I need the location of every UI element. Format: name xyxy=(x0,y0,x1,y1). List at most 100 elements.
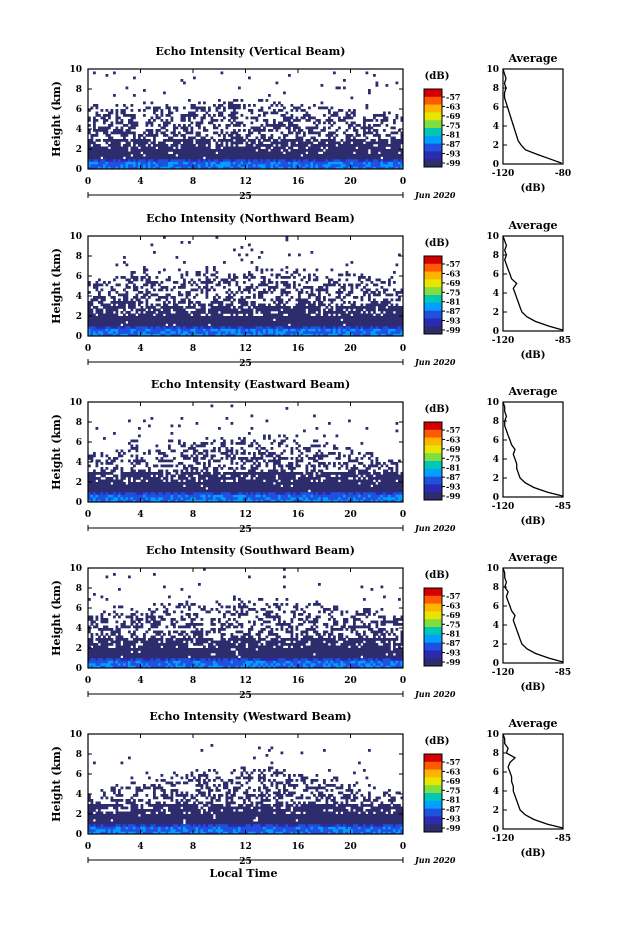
x-tick-label: 0 xyxy=(85,177,91,187)
y-tick-label: 8 xyxy=(76,584,82,594)
colorbar-swatch xyxy=(424,492,442,501)
y-axis-label: Height (km) xyxy=(50,746,63,822)
month-label: Jun 2020 xyxy=(413,855,456,865)
colorbar-label: -75 xyxy=(446,453,460,463)
x-axis-label: Local Time xyxy=(210,867,278,880)
day-label: 25 xyxy=(239,857,252,867)
colorbar-swatch xyxy=(424,279,442,288)
profile-y-tick-label: 2 xyxy=(493,640,499,650)
colorbar-label: -87 xyxy=(446,472,460,482)
colorbar-swatch xyxy=(424,326,442,335)
x-tick-label: 20 xyxy=(344,344,357,354)
profile-title: Average xyxy=(507,717,557,730)
colorbar-swatch xyxy=(424,793,442,802)
profile-y-tick-label: 0 xyxy=(493,327,499,337)
month-label: Jun 2020 xyxy=(413,689,456,699)
y-tick-label: 4 xyxy=(76,624,82,634)
y-tick-label: 10 xyxy=(69,398,82,408)
x-tick-label: 16 xyxy=(292,842,305,852)
colorbar-label: -93 xyxy=(446,149,461,159)
colorbar-swatch xyxy=(424,302,442,311)
colorbar-swatch xyxy=(424,271,442,280)
colorbar-unit: (dB) xyxy=(425,570,450,581)
colorbar-swatch xyxy=(424,808,442,817)
x-tick-label: 16 xyxy=(292,510,305,520)
profile-y-tick-label: 10 xyxy=(486,398,499,408)
day-label: 25 xyxy=(239,525,252,535)
x-tick-label: 4 xyxy=(137,177,143,187)
colorbar-label: -57 xyxy=(446,425,460,435)
profile-y-tick-label: 10 xyxy=(486,65,499,75)
profile-x-tick-label: -120 xyxy=(492,336,515,346)
colorbar-label: -63 xyxy=(446,434,461,444)
colorbar-label: -81 xyxy=(446,795,460,805)
x-tick-label: 20 xyxy=(344,510,357,520)
panel-title: Echo Intensity (Eastward Beam) xyxy=(151,378,350,391)
colorbar-label: -87 xyxy=(446,804,460,814)
month-label: Jun 2020 xyxy=(413,523,456,533)
profile-x-tick-label: -120 xyxy=(492,668,515,678)
profile-frame xyxy=(502,401,564,498)
profile-frame xyxy=(502,567,564,664)
y-tick-label: 8 xyxy=(76,252,82,262)
colorbar-swatch xyxy=(424,263,442,272)
colorbar-label: -99 xyxy=(446,491,461,501)
panel-title: Echo Intensity (Northward Beam) xyxy=(146,212,355,225)
colorbar-label: -81 xyxy=(446,297,460,307)
colorbar-swatch xyxy=(424,484,442,493)
colorbar-label: -75 xyxy=(446,287,460,297)
profile-y-tick-label: 8 xyxy=(493,417,499,427)
colorbar-swatch xyxy=(424,476,442,485)
colorbar-label: -93 xyxy=(446,814,461,824)
month-label: Jun 2020 xyxy=(413,190,456,200)
colorbar-swatch xyxy=(424,824,442,833)
echo-heatmap xyxy=(88,404,404,503)
y-tick-label: 0 xyxy=(76,498,82,508)
colorbar: (dB) -57-63-69-75-81-87-93-99 xyxy=(423,736,461,833)
profile-x-label: (dB) xyxy=(521,848,546,859)
profile-title: Average xyxy=(507,385,557,398)
x-tick-label: 12 xyxy=(239,344,252,354)
y-tick-label: 10 xyxy=(69,564,82,574)
colorbar-swatch xyxy=(424,642,442,651)
y-tick-label: 0 xyxy=(76,664,82,674)
profile-y-tick-label: 6 xyxy=(493,103,499,113)
colorbar-unit: (dB) xyxy=(425,71,450,82)
echo-heatmap xyxy=(88,744,404,835)
profile-line xyxy=(502,733,564,829)
profile-x-tick-label: -85 xyxy=(555,502,571,512)
profile-y-tick-label: 10 xyxy=(486,730,499,740)
x-tick-label: 4 xyxy=(137,510,143,520)
profile-frame xyxy=(502,733,564,830)
x-tick-label: 20 xyxy=(344,676,357,686)
echo-heatmap xyxy=(88,236,404,337)
profile-line xyxy=(502,401,564,497)
x-tick-label: 0 xyxy=(400,177,406,187)
profile-frame xyxy=(502,235,564,332)
profile-x-label: (dB) xyxy=(521,682,546,693)
colorbar-swatch xyxy=(424,256,442,265)
profile-y-tick-label: 8 xyxy=(493,84,499,94)
colorbar-swatch xyxy=(424,619,442,628)
y-tick-label: 8 xyxy=(76,750,82,760)
colorbar-swatch xyxy=(424,595,442,604)
colorbar-label: -87 xyxy=(446,638,460,648)
colorbar-frame xyxy=(423,421,443,501)
profile-y-tick-label: 0 xyxy=(493,825,499,835)
x-tick-label: 20 xyxy=(344,177,357,187)
colorbar-swatch xyxy=(424,429,442,438)
colorbar-label: -63 xyxy=(446,101,461,111)
average-profile: Average 0 2 4 6 8 10 -120 -85 (dB) xyxy=(486,717,571,859)
colorbar-swatch xyxy=(424,769,442,778)
profile-line xyxy=(502,567,564,663)
y-tick-label: 6 xyxy=(76,770,82,780)
profile-x-tick-label: -85 xyxy=(555,336,571,346)
colorbar-label: -57 xyxy=(446,92,460,102)
profile-y-tick-label: 4 xyxy=(493,621,499,631)
profile-x-tick-label: -80 xyxy=(555,169,571,179)
x-tick-label: 0 xyxy=(85,676,91,686)
average-profile: Average 0 2 4 6 8 10 -120 -85 (dB) xyxy=(486,551,571,693)
month-label: Jun 2020 xyxy=(413,357,456,367)
panel-title: Echo Intensity (Vertical Beam) xyxy=(155,45,345,58)
profile-y-tick-label: 10 xyxy=(486,564,499,574)
